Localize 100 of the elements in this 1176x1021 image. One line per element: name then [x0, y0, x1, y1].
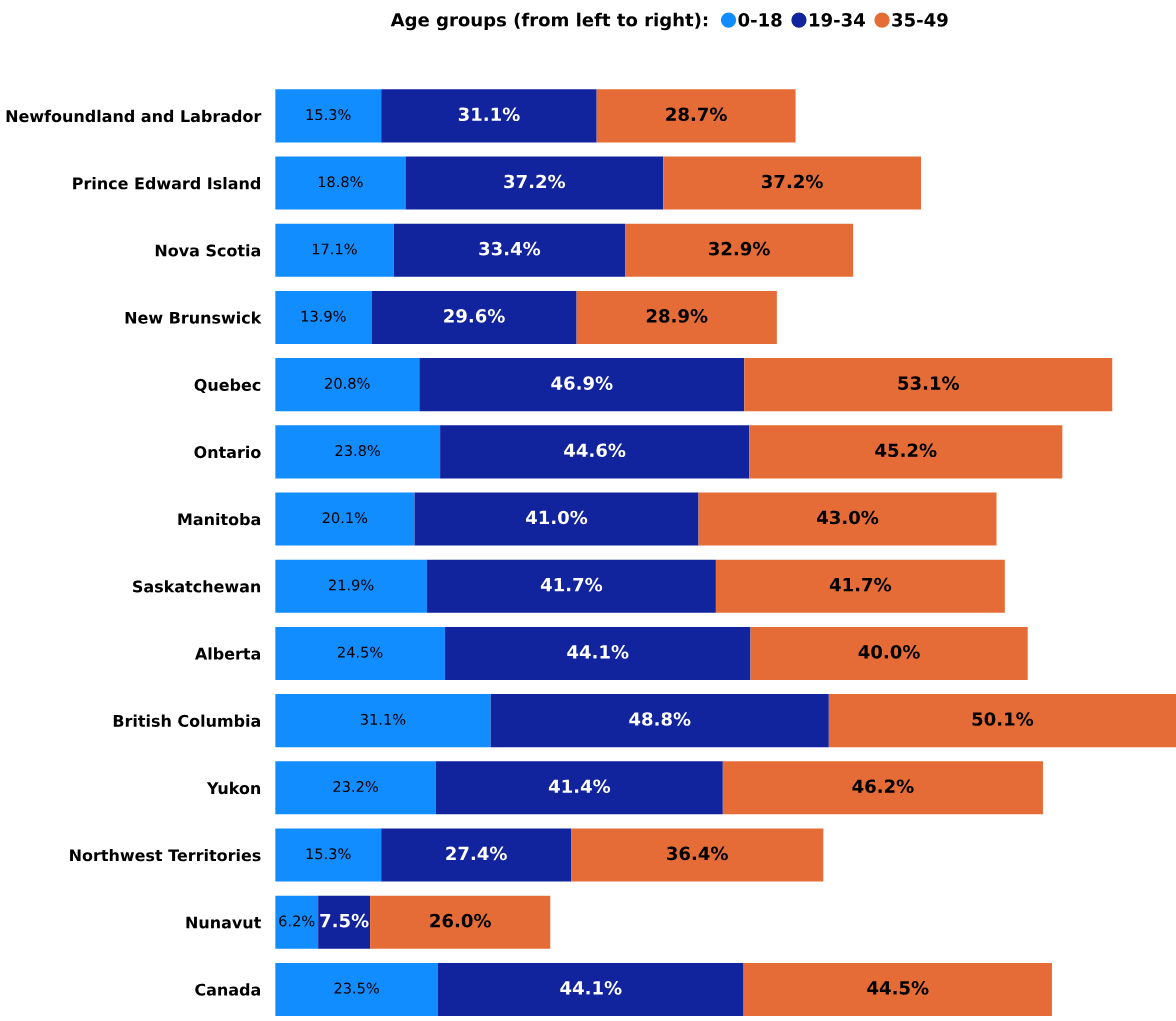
y-tick-label: Quebec	[194, 378, 261, 394]
bar	[405, 156, 664, 210]
bar	[275, 761, 436, 815]
data-label: 46.9%	[551, 376, 613, 390]
bar	[275, 89, 382, 143]
data-label: 31.1%	[458, 107, 520, 122]
bar	[275, 962, 439, 1016]
data-label: 15.3%	[306, 848, 351, 860]
data-label: 23.2%	[333, 781, 378, 793]
data-label: 28.7%	[666, 107, 727, 122]
y-tick-label: New Brunswick	[125, 311, 262, 324]
legend-label: 35-49	[892, 13, 948, 27]
bar	[743, 962, 1052, 1016]
y-tick-label: Yukon	[206, 781, 261, 795]
bar	[440, 425, 750, 479]
data-label: 44.5%	[867, 981, 929, 995]
data-label: 44.1%	[567, 645, 629, 659]
data-label: 24.5%	[337, 646, 383, 658]
data-label: 48.8%	[629, 712, 691, 726]
data-label: 41.7%	[829, 577, 892, 592]
y-tick-label: Prince Edward Island	[73, 177, 260, 190]
y-tick-label: Manitoba	[178, 512, 261, 526]
bar	[275, 290, 372, 344]
bar	[419, 358, 745, 412]
bar	[625, 223, 854, 277]
bar	[275, 828, 382, 882]
bar	[275, 626, 445, 680]
bar	[370, 895, 551, 949]
bar	[744, 358, 1113, 412]
bar	[438, 962, 744, 1016]
y-tick-label: Saskatchewan	[133, 580, 261, 593]
data-label: 31.1%	[360, 713, 406, 725]
y-tick-label: Newfoundland and Labrador	[6, 109, 262, 123]
data-label: 40.0%	[858, 645, 920, 659]
data-label: 45.2%	[875, 443, 937, 458]
bar	[381, 828, 572, 882]
bar	[275, 559, 427, 613]
bar	[275, 694, 491, 748]
data-label: 50.1%	[972, 712, 1034, 726]
bar	[275, 156, 406, 210]
data-label: 17.1%	[312, 243, 357, 255]
data-label: 41.4%	[548, 779, 611, 794]
data-label: 21.9%	[328, 579, 374, 591]
bar	[275, 358, 420, 412]
legend-label: 19-34	[810, 13, 865, 27]
data-label: 23.5%	[334, 982, 379, 994]
bar	[435, 761, 723, 815]
data-label: 28.9%	[646, 309, 708, 323]
data-label: 20.1%	[322, 512, 368, 524]
data-label: 15.3%	[306, 109, 351, 121]
y-tick-label: Alberta	[194, 647, 261, 660]
bar	[698, 492, 997, 546]
data-label: 53.1%	[898, 376, 960, 390]
bar	[571, 828, 824, 882]
data-label: 44.6%	[564, 443, 626, 458]
bar	[371, 290, 577, 344]
data-label: 43.0%	[817, 510, 879, 525]
bar	[444, 626, 751, 680]
bar	[828, 694, 1176, 748]
bar	[426, 559, 716, 613]
data-label: 23.8%	[335, 445, 380, 457]
data-label: 41.7%	[540, 577, 603, 592]
data-label: 26.0%	[430, 913, 491, 928]
data-label: 32.9%	[708, 241, 770, 256]
bar	[750, 626, 1028, 680]
data-label: 44.1%	[560, 981, 622, 995]
bar	[749, 425, 1063, 479]
data-label: 37.2%	[504, 174, 566, 189]
data-label: 20.8%	[325, 377, 370, 389]
legend-title: Age groups (from left to right):	[390, 12, 708, 31]
bar	[663, 156, 921, 210]
bar	[275, 895, 319, 949]
bar	[414, 492, 699, 546]
data-label: 37.2%	[762, 174, 823, 189]
y-tick-label: Northwest Territories	[70, 848, 261, 862]
bar	[715, 559, 1005, 613]
bar	[576, 290, 777, 344]
bar	[275, 492, 415, 546]
legend-label: 0-18	[738, 13, 782, 27]
data-label: 36.4%	[667, 846, 728, 861]
y-tick-label: Ontario	[194, 445, 261, 459]
bar	[490, 694, 829, 748]
y-tick-label: Nunavut	[186, 916, 261, 929]
data-label: 46.2%	[852, 779, 914, 794]
y-tick-label: Nova Scotia	[155, 244, 261, 257]
y-tick-label: Canada	[195, 983, 261, 996]
bar	[275, 223, 394, 277]
data-label: 13.9%	[301, 310, 346, 322]
bar	[596, 89, 796, 143]
bar	[722, 761, 1043, 815]
data-label: 18.8%	[318, 176, 363, 188]
bar	[381, 89, 597, 143]
data-label: 27.4%	[446, 846, 507, 861]
data-label: 41.0%	[526, 510, 588, 525]
bar	[393, 223, 626, 277]
data-label: 7.5%	[320, 913, 369, 928]
data-label: 29.6%	[444, 309, 505, 323]
data-label: 6.2%	[279, 915, 315, 927]
y-tick-label: British Columbia	[113, 714, 261, 727]
bar	[275, 425, 441, 479]
